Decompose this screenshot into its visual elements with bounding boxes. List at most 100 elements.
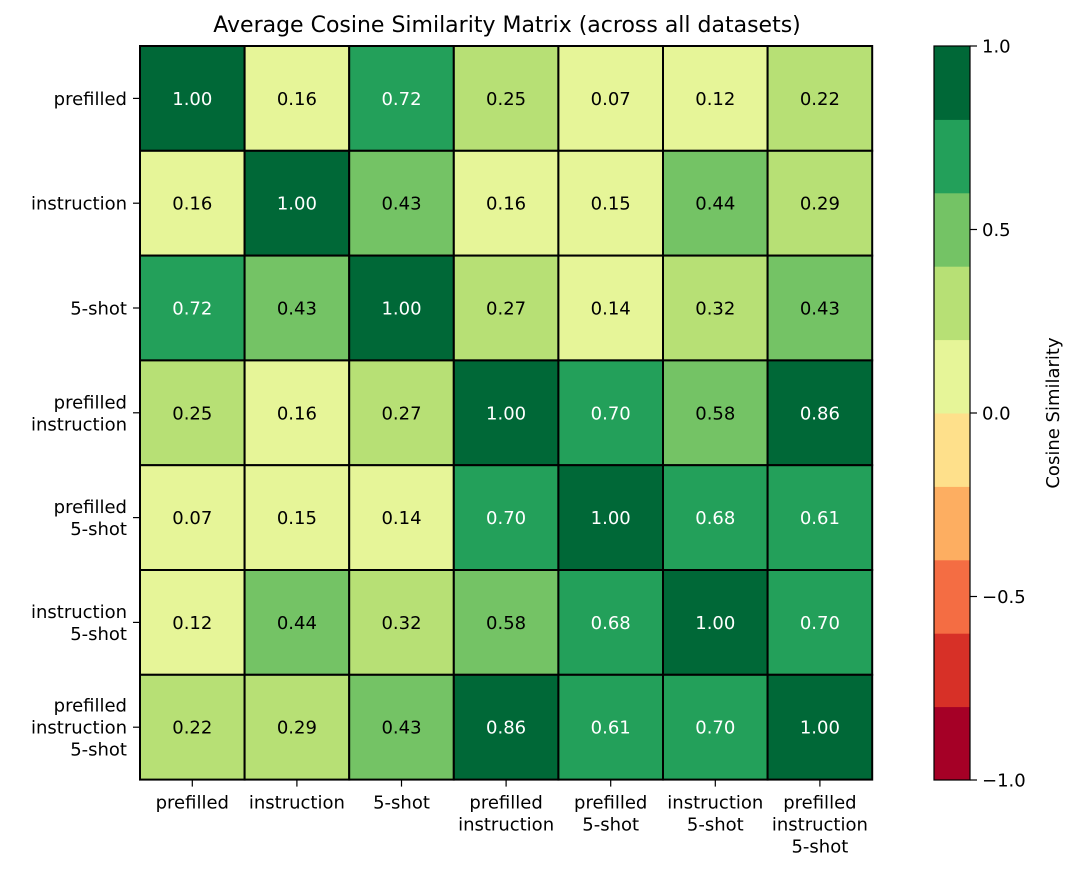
- cell-value-label: 0.16: [277, 403, 317, 424]
- row-tick-label: prefilled 5-shot: [54, 497, 127, 540]
- cell-value-label: 0.44: [277, 613, 317, 634]
- heatmap-cell: [243, 359, 351, 467]
- heatmap-cell: [139, 673, 246, 781]
- cell-value-label: 0.29: [277, 718, 317, 739]
- colorbar-band: [934, 413, 970, 487]
- cell-value-label: 1.00: [800, 718, 840, 739]
- heatmap-cell: [139, 359, 246, 467]
- heatmap-cell: [452, 254, 560, 362]
- column-tick-label: 5-shot: [373, 793, 430, 814]
- column-tick-label: prefilled instruction: [458, 793, 554, 836]
- heatmap-cell: [348, 45, 455, 152]
- heatmap-cell: [348, 673, 455, 781]
- cell-value-label: 0.58: [486, 613, 526, 634]
- cell-value-label: 0.16: [486, 194, 526, 215]
- cell-value-label: 1.00: [277, 194, 317, 215]
- cell-value-label: 0.70: [591, 403, 631, 424]
- cell-value-label: 0.16: [277, 89, 317, 110]
- cell-value-label: 0.72: [381, 89, 421, 110]
- row-tick-label: instruction: [31, 194, 127, 215]
- cell-value-label: 0.72: [172, 299, 212, 320]
- cell-value-label: 0.61: [591, 718, 631, 739]
- cell-value-label: 1.00: [172, 89, 212, 110]
- heatmap-cell: [243, 254, 351, 362]
- heatmap-cells: 1.00 0.16 0.72 0.25 0.07 0.12 0.22 0.16 1.00 0.43…: [139, 45, 874, 781]
- heatmap-cell: [766, 673, 874, 781]
- cell-value-label: 1.00: [486, 403, 526, 424]
- heatmap-cell: [662, 673, 769, 781]
- heatmap-cell: [243, 45, 351, 152]
- cell-value-label: 0.43: [277, 299, 317, 320]
- colorbar-band: [934, 559, 970, 634]
- heatmap-cell: [452, 569, 560, 676]
- colorbar-tick-label: 1.0: [982, 37, 1011, 58]
- heatmap-cell: [348, 149, 455, 257]
- column-tick-label: prefilled instruction 5-shot: [772, 793, 868, 858]
- cell-value-label: 1.00: [591, 508, 631, 529]
- heatmap-cell: [662, 359, 769, 467]
- heatmap-cell: [139, 464, 246, 572]
- heatmap-cell: [557, 569, 665, 676]
- cell-value-label: 0.43: [381, 194, 421, 215]
- cell-value-label: 0.58: [695, 403, 735, 424]
- cell-value-label: 0.32: [695, 299, 735, 320]
- cell-value-label: 0.43: [800, 299, 840, 320]
- cell-value-label: 1.00: [695, 613, 735, 634]
- cell-value-label: 0.22: [800, 89, 840, 110]
- column-tick-label: instruction 5-shot: [667, 793, 763, 836]
- heatmap-cell: [348, 464, 455, 572]
- heatmap-cell: [348, 254, 455, 362]
- cell-value-label: 0.25: [172, 403, 212, 424]
- heatmap-cell: [557, 149, 665, 257]
- colorbar-band: [934, 486, 970, 561]
- heatmap-cell: [766, 149, 874, 257]
- cell-value-label: 0.07: [591, 89, 631, 110]
- column-tick-label: prefilled 5-shot: [574, 793, 647, 836]
- colorbar-band: [934, 46, 970, 120]
- colorbar-band: [934, 192, 970, 267]
- heatmap-cell: [766, 254, 874, 362]
- heatmap-cell: [452, 673, 560, 781]
- colorbar: 1.0 0.5 0.0 −0.5 −1.0 Cosine Similarity: [933, 37, 1064, 792]
- cell-value-label: 0.27: [381, 403, 421, 424]
- heatmap-cell: [557, 254, 665, 362]
- heatmap-cell: [766, 569, 874, 676]
- cell-value-label: 0.70: [800, 613, 840, 634]
- heatmap-cell: [557, 673, 665, 781]
- cell-value-label: 0.27: [486, 299, 526, 320]
- cell-value-label: 0.32: [381, 613, 421, 634]
- cell-value-label: 0.70: [695, 718, 735, 739]
- cell-value-label: 0.43: [381, 718, 421, 739]
- heatmap-cell: [766, 359, 874, 467]
- cell-value-label: 0.29: [800, 194, 840, 215]
- colorbar-band: [934, 633, 970, 708]
- colorbar-band: [934, 119, 970, 194]
- heatmap-cell: [662, 45, 769, 152]
- row-tick-label: prefilled: [54, 89, 127, 110]
- colorbar-tick-label: −1.0: [982, 771, 1026, 792]
- cell-value-label: 0.22: [172, 718, 212, 739]
- column-tick-label: instruction: [249, 793, 345, 814]
- column-tick-labels: prefilled instruction 5-shot prefilled instr…: [156, 779, 868, 858]
- cell-value-label: 0.15: [277, 508, 317, 529]
- cell-value-label: 0.12: [695, 89, 735, 110]
- cell-value-label: 0.68: [591, 613, 631, 634]
- heatmap-cell: [139, 569, 246, 676]
- cell-value-label: 0.14: [591, 299, 631, 320]
- colorbar-band: [934, 706, 970, 781]
- column-tick-label: prefilled: [156, 793, 229, 814]
- heatmap-cell: [662, 254, 769, 362]
- row-tick-label: prefilled instruction: [31, 392, 127, 435]
- colorbar-tick-label: 0.0: [982, 404, 1011, 425]
- cell-value-label: 0.14: [381, 508, 421, 529]
- heatmap-cell: [139, 45, 246, 152]
- colorbar-band: [934, 266, 970, 341]
- cell-value-label: 0.12: [172, 613, 212, 634]
- cell-value-label: 0.70: [486, 508, 526, 529]
- colorbar-band: [934, 339, 970, 414]
- heatmap-cell: [243, 569, 351, 676]
- cell-value-label: 0.15: [591, 194, 631, 215]
- colorbar-label: Cosine Similarity: [1043, 337, 1064, 489]
